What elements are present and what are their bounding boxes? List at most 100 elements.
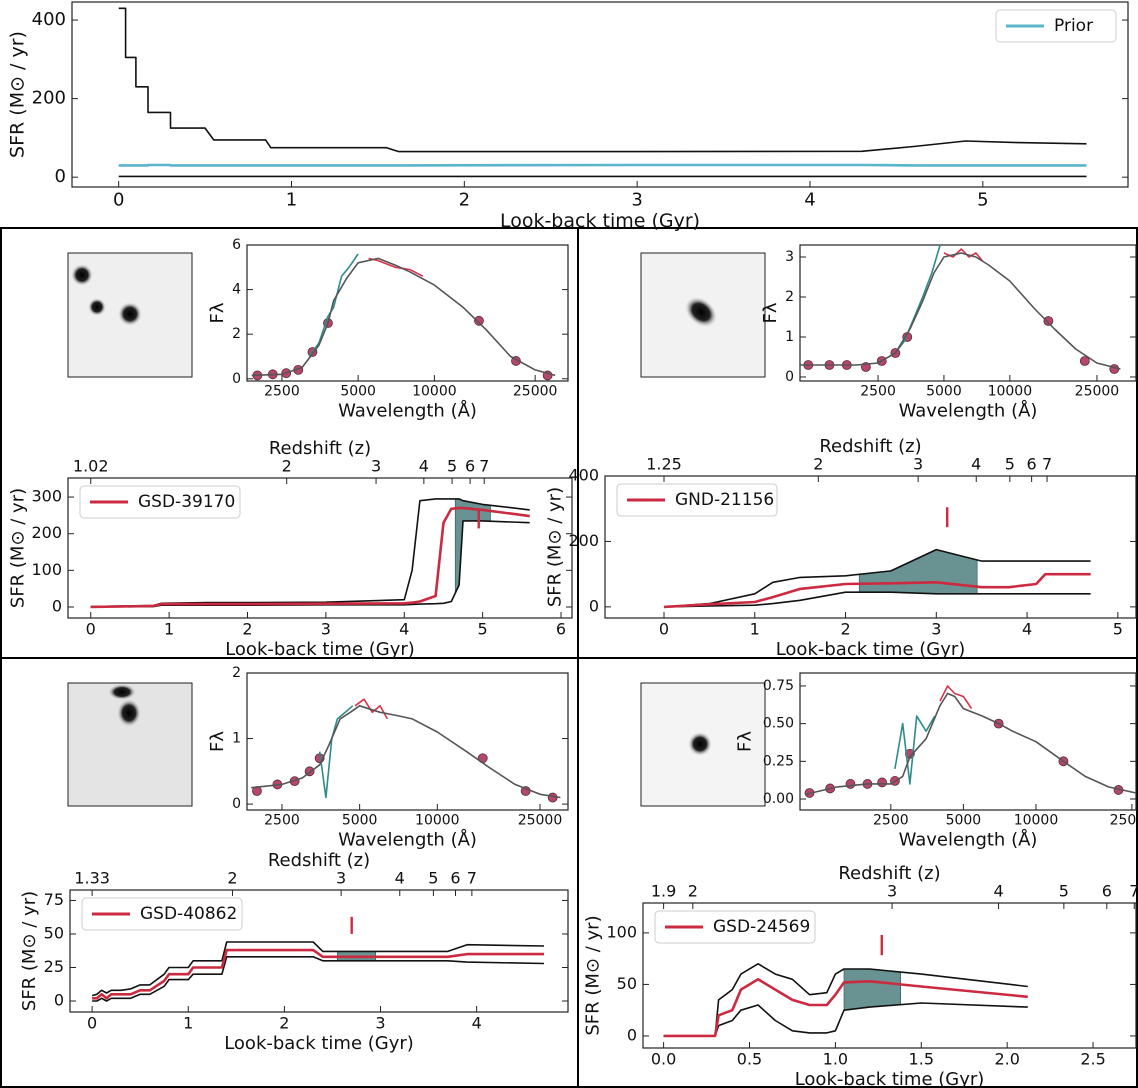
- x-tick-label: 2.0: [994, 1050, 1019, 1069]
- x-tick-label: 1.5: [909, 1050, 934, 1069]
- x-tick-label: 0: [86, 620, 96, 639]
- y-tick-label: 2: [232, 326, 241, 342]
- y-tick-label: 0: [589, 596, 599, 615]
- x-axis-label: Look-back time (Gyr): [500, 210, 700, 232]
- plot-frame: [799, 244, 1137, 382]
- x2-tick-label: 3: [887, 881, 897, 900]
- legend-label: GSD-39170: [138, 492, 235, 512]
- y-tick-label: 200: [31, 523, 62, 542]
- x-tick-label: 4: [472, 1014, 482, 1033]
- y-tick-label: 1: [785, 329, 794, 345]
- y-axis-label: SFR (M⊙ / yr): [582, 915, 603, 1035]
- x-tick-label: 1.0: [823, 1050, 848, 1069]
- x-tick-label: 1: [164, 620, 174, 639]
- y-tick-label: 0: [232, 796, 241, 812]
- x-tick-label: 3: [321, 620, 331, 639]
- axes: 0 2 4 6 2500 5000 10000 25000 Wavelength (Å) Fλ: [207, 237, 569, 422]
- x-axis-label: Look-back time (Gyr): [776, 639, 966, 660]
- x2-tick-label: 7: [1042, 454, 1052, 473]
- x-tick-label: 1: [183, 1014, 193, 1033]
- x2-tick-label: 3: [336, 868, 346, 887]
- series-line: [804, 692, 1137, 796]
- x-tick-label: 3: [375, 1014, 385, 1033]
- series-line: [251, 705, 561, 799]
- x-tick-label: 4: [804, 190, 815, 211]
- series-line: [354, 698, 389, 720]
- x2-tick-label: 1.33: [74, 868, 110, 887]
- y-axis-label: Fλ: [760, 302, 781, 323]
- axes: 0 200 400 0 1 2 3 4 5 Look-back time (Gyr) SFR (M⊙…: [7, 1, 1129, 232]
- y-tick-label: 400: [568, 466, 599, 485]
- y-tick-label: 2: [785, 289, 794, 305]
- plot-frame: [71, 1, 1129, 188]
- axes: 0.00 0.25 0.50 0.75 2500 5000 10000 25000 Wavele…: [735, 672, 1138, 851]
- x-tick-label: 0: [113, 190, 124, 211]
- x2-tick-label: 5: [1059, 881, 1069, 900]
- photometry-point: [845, 779, 856, 789]
- x2-tick-label: 2: [813, 454, 823, 473]
- posterior-band: [843, 968, 902, 1011]
- x2-tick-label: 1.02: [73, 456, 109, 475]
- x-tick-label: 4: [1022, 620, 1032, 639]
- y-tick-label: 75: [44, 890, 64, 909]
- y-tick-label: 200: [568, 531, 599, 550]
- x-tick-label: 3: [931, 620, 941, 639]
- x-tick-label: 5000: [926, 384, 962, 400]
- x2-tick-label: 1.25: [646, 454, 682, 473]
- legend-box: [79, 485, 241, 519]
- y-tick-label: 0.00: [763, 791, 794, 807]
- series-line: [663, 572, 1091, 609]
- y-tick-label: 25: [44, 957, 64, 976]
- thumbnail: [67, 252, 193, 378]
- legend-box: [81, 897, 243, 931]
- plot-frame: [799, 672, 1137, 811]
- legend-label: GND-21156: [675, 490, 774, 510]
- x2-tick-label: 2: [227, 868, 237, 887]
- y-axis-label: SFR (M⊙ / yr): [544, 487, 565, 607]
- y-tick-label: 0.50: [763, 716, 794, 732]
- legend-label: Prior: [1054, 16, 1093, 36]
- series-line: [943, 248, 984, 262]
- x-tick-label: 2: [840, 620, 850, 639]
- x-tick-label: 0: [87, 1014, 97, 1033]
- y-tick-label: 300: [31, 487, 62, 506]
- y-tick-label: 50: [617, 974, 637, 993]
- series-line: [308, 253, 359, 357]
- y-tick-label: 100: [31, 560, 62, 579]
- x-tick-label: 2: [242, 620, 252, 639]
- series-line: [92, 956, 545, 1002]
- series-line: [318, 705, 354, 799]
- legend-label: GSD-40862: [140, 904, 237, 924]
- y-tick-label: 0: [52, 597, 62, 616]
- x-tick-label: 10000: [988, 384, 1033, 400]
- thumbnail: [640, 252, 766, 378]
- x2-tick-label: 5: [428, 868, 438, 887]
- series-line: [894, 715, 936, 785]
- x2-tick-label: 3: [913, 454, 923, 473]
- x2-axis-label: Redshift (z): [269, 438, 371, 459]
- axes: 0 1 2 2500 5000 10000 25000 Wavelength (Å) Fλ: [207, 665, 569, 851]
- x-tick-label: 2: [459, 190, 470, 211]
- x-tick-label: 2500: [264, 384, 300, 400]
- x2-tick-label: 6: [1027, 454, 1037, 473]
- x2-tick-label: 5: [447, 456, 457, 475]
- x-tick-label: 3: [631, 190, 642, 211]
- x-tick-label: 2500: [860, 384, 896, 400]
- x-tick-label: 10000: [415, 813, 460, 829]
- x-axis-label: Wavelength (Å): [338, 829, 477, 851]
- x2-tick-label: 7: [467, 868, 477, 887]
- x-tick-label: 25000: [1075, 384, 1120, 400]
- plot-frame: [246, 672, 569, 811]
- x-axis-label: Look-back time (Gyr): [224, 1033, 414, 1054]
- y-tick-label: 1: [232, 731, 241, 747]
- y-tick-label: 4: [232, 282, 241, 298]
- x-tick-label: 2.5: [1080, 1050, 1105, 1069]
- photometry-point: [1043, 316, 1054, 326]
- x-tick-label: 5000: [340, 384, 376, 400]
- y-tick-label: 50: [44, 923, 64, 942]
- y-tick-label: 0.25: [763, 753, 794, 769]
- series-line: [663, 1002, 1028, 1037]
- x-axis-label: Wavelength (Å): [899, 400, 1038, 422]
